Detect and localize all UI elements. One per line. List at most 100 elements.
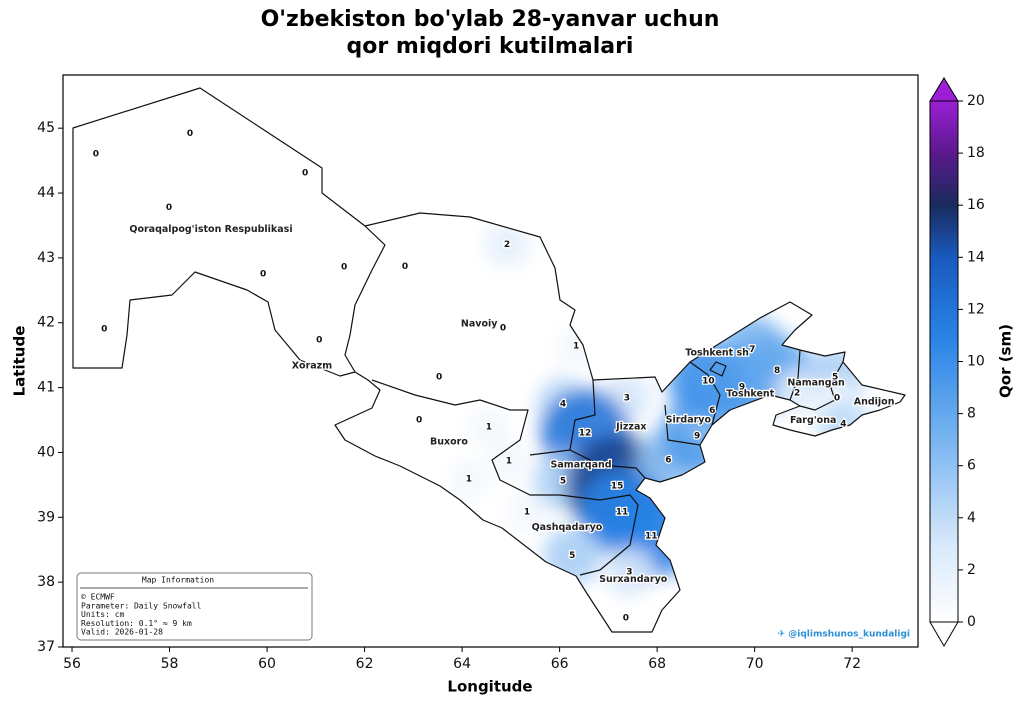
point-value: 8 xyxy=(774,366,780,376)
region-label: Sirdaryo xyxy=(666,415,712,426)
snow-blob xyxy=(86,311,123,348)
point-value: 3 xyxy=(626,567,632,577)
point-value: 0 xyxy=(834,393,840,403)
y-tick-label: 44 xyxy=(37,185,55,201)
point-value: 5 xyxy=(560,476,566,486)
info-line: Parameter: Daily Snowfall xyxy=(81,601,202,610)
snow-blob xyxy=(401,402,438,439)
point-value: 5 xyxy=(569,551,575,561)
point-value: 7 xyxy=(749,345,755,355)
snow-blob xyxy=(468,406,510,448)
region-label: Toshkent sh xyxy=(685,348,749,359)
y-tick-label: 39 xyxy=(37,509,55,525)
point-value: 5 xyxy=(832,373,838,383)
x-tick-label: 58 xyxy=(161,656,179,672)
point-value: 15 xyxy=(611,482,624,492)
title-line: O'zbekiston bo'ylab 28-yanvar uchun xyxy=(261,7,720,32)
colorbar-tick-label: 12 xyxy=(967,301,985,317)
colorbar-tick-label: 6 xyxy=(967,458,976,474)
region-label: Qoraqalpog'iston Respublikasi xyxy=(129,224,292,235)
point-value: 4 xyxy=(560,399,566,409)
title-line: qor miqdori kutilmalari xyxy=(347,34,634,59)
x-axis-label: Longitude xyxy=(447,678,532,696)
point-value: 1 xyxy=(486,423,492,433)
y-tick-label: 45 xyxy=(37,120,55,136)
snow-blob xyxy=(245,256,282,293)
borders xyxy=(72,87,906,633)
region-label: Buxoro xyxy=(430,437,468,448)
point-value: 0 xyxy=(436,373,442,383)
colorbar-tick-label: 18 xyxy=(967,145,985,161)
point-value: 9 xyxy=(739,382,745,392)
x-tick-label: 68 xyxy=(648,656,666,672)
point-value: 0 xyxy=(402,262,408,272)
y-tick-label: 41 xyxy=(37,380,55,396)
region-label: Farg'ona xyxy=(790,415,836,426)
region-label: Andijon xyxy=(854,396,895,407)
info-box xyxy=(76,572,313,641)
snow-blob xyxy=(488,440,530,482)
point-value: 0 xyxy=(341,262,347,272)
point-value: 0 xyxy=(166,203,172,213)
snow-blob xyxy=(484,221,530,267)
point-value: 11 xyxy=(645,532,658,542)
point-value: 0 xyxy=(500,323,506,333)
credit: ✈ @iqlimshunos_kundaligi xyxy=(778,630,910,640)
y-tick-label: 40 xyxy=(37,444,55,460)
x-tick-label: 64 xyxy=(453,656,471,672)
snow-blob xyxy=(387,248,424,285)
region-label: Jizzax xyxy=(615,422,646,433)
region-label: Toshkent xyxy=(726,389,774,400)
colorbar-tick-label: 8 xyxy=(967,406,976,422)
snow-blob xyxy=(604,547,654,597)
snow-blob xyxy=(77,136,114,173)
x-tick-label: 60 xyxy=(258,656,276,672)
point-value: 2 xyxy=(504,240,510,250)
snow-blob xyxy=(172,115,209,152)
info-line: Valid: 2026-01-28 xyxy=(81,628,163,637)
colorbar-label: Qor (sm) xyxy=(997,324,1015,398)
region-label: Navoiy xyxy=(461,319,498,330)
point-value: 1 xyxy=(506,456,512,466)
colorbar-tick-label: 4 xyxy=(967,510,976,526)
colorbar-tick-label: 2 xyxy=(967,562,976,578)
x-tick-label: 70 xyxy=(746,656,764,672)
point-value: 6 xyxy=(665,456,671,466)
colorbar-tick-label: 10 xyxy=(967,354,985,370)
snow-blob xyxy=(151,189,188,226)
y-tick-label: 42 xyxy=(37,315,55,331)
region-label: Namangan xyxy=(787,378,845,389)
snow-blob xyxy=(287,154,324,191)
colorbar-tick-label: 16 xyxy=(967,197,985,213)
point-value: 1 xyxy=(573,342,579,352)
info-title: Map Information xyxy=(142,576,214,585)
colorbar-tick-label: 0 xyxy=(967,614,976,630)
snow-blob xyxy=(301,322,338,359)
point-value: 1 xyxy=(466,475,472,485)
colorbar-tick-label: 20 xyxy=(967,93,985,109)
colorbar-tick-label: 14 xyxy=(967,249,985,265)
point-value: 0 xyxy=(260,270,266,280)
colorbar xyxy=(929,100,959,623)
point-value: 9 xyxy=(694,432,700,442)
region-label: Xorazm xyxy=(292,361,332,372)
x-tick-label: 72 xyxy=(843,656,861,672)
info-line: Resolution: 0.1° ≈ 9 km xyxy=(81,619,192,628)
point-value: 0 xyxy=(101,325,107,335)
point-value: 0 xyxy=(416,416,422,426)
region-label: Samarqand xyxy=(551,459,612,470)
snow-blob xyxy=(607,599,644,632)
y-tick-label: 37 xyxy=(37,639,55,655)
y-tick-label: 38 xyxy=(37,574,55,590)
point-value: 3 xyxy=(624,393,630,403)
point-value: 11 xyxy=(616,508,629,518)
snow-blob xyxy=(506,491,548,533)
x-tick-label: 56 xyxy=(63,656,81,672)
info-line: Units: cm xyxy=(81,610,125,619)
point-value: 0 xyxy=(187,129,193,139)
point-value: 0 xyxy=(316,336,322,346)
y-tick-label: 43 xyxy=(37,250,55,266)
snow-blob xyxy=(326,248,363,285)
point-value: 0 xyxy=(302,168,308,178)
